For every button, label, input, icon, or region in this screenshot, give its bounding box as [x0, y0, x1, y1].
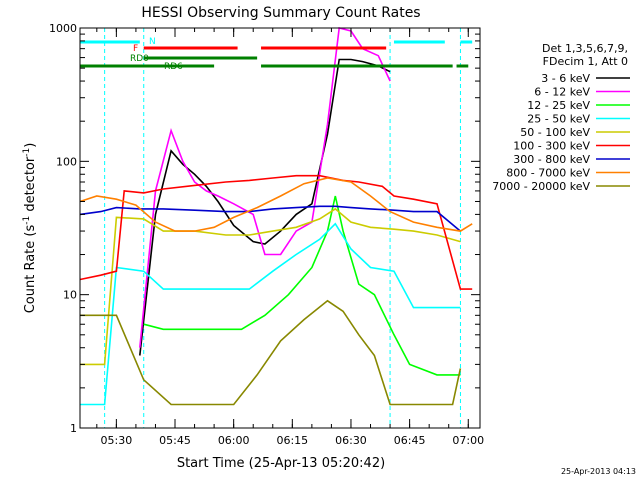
- legend-entry-label: 800 - 7000 keV: [506, 167, 590, 180]
- legend-entry-label: 25 - 50 keV: [527, 113, 590, 126]
- x-tick-label: 06:30: [335, 434, 367, 447]
- y-axis: 1 10 100 1000: [49, 22, 480, 435]
- series-line: [139, 58, 391, 356]
- series-line: [79, 174, 473, 290]
- x-tick-label: 06:00: [218, 434, 250, 447]
- y-axis-label-part: Count Rate (s: [23, 225, 38, 314]
- legend-entry-label: 300 - 800 keV: [513, 153, 590, 166]
- flag-label: RD0: [130, 54, 149, 64]
- chart-title: HESSI Observing Summary Count Rates: [141, 5, 420, 21]
- y-tick-label: 10: [63, 289, 77, 302]
- x-axis: 05:30 05:45 06:00 06:15 06:30 06:45 07:00: [96, 28, 484, 447]
- y-axis-label-part: ): [23, 143, 38, 148]
- y-axis-label: Count Rate (s-1 detector-1): [22, 143, 38, 314]
- x-tick-label: 05:45: [159, 434, 191, 447]
- legend-header-decimation: FDecim 1, Att 0: [543, 55, 628, 68]
- legend-header-detectors: Det 1,3,5,6,7,9,: [542, 42, 628, 55]
- x-tick-label: 07:00: [452, 434, 484, 447]
- y-axis-label-part: detector: [23, 156, 38, 216]
- legend-entry-label: 100 - 300 keV: [513, 140, 590, 153]
- flag-label: N: [149, 37, 156, 47]
- flag-label: F: [133, 44, 138, 54]
- y-tick-label: 1: [70, 422, 77, 435]
- flag-label: RD6: [164, 62, 183, 72]
- legend-entry-label: 3 - 6 keV: [541, 72, 590, 85]
- series-line: [80, 299, 462, 406]
- x-tick-label: 06:45: [394, 434, 426, 447]
- plot-frame: [79, 27, 481, 429]
- y-axis-label-sup: -1: [22, 148, 32, 157]
- series-line: [79, 205, 461, 232]
- footer-timestamp: 25-Apr-2013 04:13: [561, 467, 636, 476]
- series-line: [79, 177, 473, 232]
- y-tick-label: 100: [56, 155, 77, 168]
- legend-entry-label: 7000 - 20000 keV: [492, 180, 590, 193]
- x-axis-label: Start Time (25-Apr-13 05:20:42): [177, 456, 385, 471]
- series-line: [80, 207, 461, 366]
- legend-entry-label: 12 - 25 keV: [527, 99, 590, 112]
- y-axis-label-sup: -1: [22, 216, 32, 225]
- x-tick-label: 05:30: [101, 434, 133, 447]
- legend-entry-label: 6 - 12 keV: [534, 86, 590, 99]
- series-line: [80, 222, 461, 406]
- legend-entry-label: 50 - 100 keV: [520, 126, 590, 139]
- y-tick-label: 1000: [49, 22, 77, 35]
- x-tick-label: 06:15: [276, 434, 308, 447]
- legend: Det 1,3,5,6,7,9, FDecim 1, Att 0 3 - 6 k…: [492, 42, 630, 193]
